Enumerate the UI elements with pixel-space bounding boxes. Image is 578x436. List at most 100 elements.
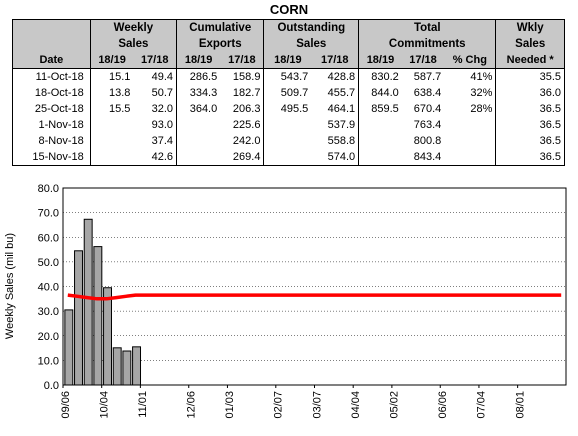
table-cell [176,117,221,133]
table-cell: 15.5 [89,101,134,117]
table-cell: 15.1 [89,68,134,85]
header-outstanding-line2: Sales [263,36,359,52]
table-row: 25-Oct-18 15.5 32.0 364.0 206.3 495.5 464.1 859… [13,101,565,117]
table-cell: 286.5 [176,68,221,85]
subheader: 17/18 [311,52,359,69]
x-tick-label: 04/04 [350,391,362,419]
table-row: 8-Nov-18 37.4 242.0 558.8 800.8 36.5 [13,133,565,149]
table-cell: 574.0 [327,151,356,163]
table-cell: 843.4 [413,151,442,163]
y-tick-label: 20.0 [38,331,59,343]
table-cell [263,117,312,133]
subheader: 18/19 [176,52,221,69]
table-cell: 158.9 [232,71,261,83]
table-cell: 455.7 [327,87,356,99]
table-cell: 32% [470,87,493,99]
row-date: 8-Nov-18 [38,135,84,147]
subheader: % Chg [444,52,496,69]
table-cell: 428.8 [327,71,356,83]
subheader: 18/19 [263,52,312,69]
table-cell: 182.7 [232,87,261,99]
table-cell: 464.1 [327,103,356,115]
line-series [67,293,562,301]
table-cell: 558.8 [327,135,356,147]
table-cell [444,133,496,149]
y-tick-label: 60.0 [38,232,59,244]
bar [132,346,142,386]
table-cell [176,149,221,166]
bar [93,246,103,386]
table-cell [358,149,402,166]
row-date: 15-Nov-18 [32,151,84,163]
table-cell [263,149,312,166]
subheader: 18/19 [358,52,402,69]
x-tick-label: 06/06 [437,391,449,419]
row-date: 25-Oct-18 [34,103,84,115]
table-cell: 32.0 [151,103,174,115]
weekly-sales-chart: 0.0 10.0 20.0 30.0 40.0 50.0 60.0 70.0 80.0 09/06… [4,183,567,419]
x-tick-label: 11/01 [137,391,149,418]
table-cell: 587.7 [413,71,442,83]
subheader: 17/18 [401,52,445,69]
table-cell [358,133,402,149]
table-cell: 35.5 [495,68,565,85]
y-tick-label: 30.0 [38,306,59,318]
x-tick-label: 09/06 [60,391,72,419]
bar [83,218,93,386]
x-tick-label: 05/02 [389,391,401,419]
table-cell: 638.4 [413,87,442,99]
subheader: 18/19 [89,52,134,69]
table-cell: 334.3 [176,85,221,101]
row-date: 1-Nov-18 [38,119,84,131]
table-cell: 49.4 [151,71,174,83]
y-tick-label: 40.0 [38,282,59,294]
axes: 0.0 10.0 20.0 30.0 40.0 50.0 60.0 70.0 80.0 09/06… [38,183,567,419]
y-tick-label: 80.0 [38,183,59,195]
table-cell [444,149,496,166]
table-cell: 225.6 [232,119,261,131]
table-cell: 37.4 [151,135,174,147]
header-date: Date [12,52,91,69]
table-cell: 36.5 [495,149,565,166]
table-row: 18-Oct-18 13.8 50.7 334.3 182.7 509.7 455.7 844… [13,85,565,101]
row-date: 18-Oct-18 [34,87,84,99]
bar [122,350,132,386]
table-cell [176,133,221,149]
table-header-row-2: Sales Exports Sales Commitments Sales [12,36,565,52]
table-body: 11-Oct-18 15.1 49.4 286.5 158.9 543.7 428.8 830… [13,68,565,166]
table-cell: 36.5 [495,117,565,133]
row-date: 11-Oct-18 [35,71,84,83]
table-cell: 364.0 [176,101,221,117]
table-cell: 36.0 [495,85,565,101]
subheader: 17/18 [220,52,264,69]
table-cell: 28% [470,103,493,115]
y-tick-label: 50.0 [38,257,59,269]
x-tick-label: 07/04 [476,391,488,419]
table-cell: 50.7 [151,87,174,99]
bar-series [64,218,142,386]
table-cell: 269.4 [232,151,261,163]
table-cell: 206.3 [232,103,261,115]
bar [103,287,112,386]
table-cell [444,117,496,133]
header-outstanding-line1: Outstanding [263,19,359,36]
table-cell: 859.5 [358,101,402,117]
table-cell: 242.0 [232,135,261,147]
header-needed-line3: Needed * [495,52,565,69]
table-cell: 41% [470,71,493,83]
bar [74,250,83,386]
table-header-row-3: Date 18/19 17/18 18/19 17/18 18/19 17/18… [12,52,565,69]
bar [64,309,74,386]
sales-table: Weekly Cumulative Outstanding Total Wkly… [12,19,565,166]
header-weekly-line2: Sales [89,36,177,52]
subheader: 17/18 [133,52,177,69]
header-total-line1: Total [358,19,496,36]
header-total-line2: Commitments [358,36,496,52]
table-cell [263,133,312,149]
y-axis-label: Weekly Sales (mil bu) [4,233,16,339]
table-cell: 509.7 [263,85,312,101]
table-cell: 844.0 [358,85,402,101]
x-tick-label: 02/07 [273,391,285,419]
table-cell [89,117,134,133]
table-cell [358,117,402,133]
